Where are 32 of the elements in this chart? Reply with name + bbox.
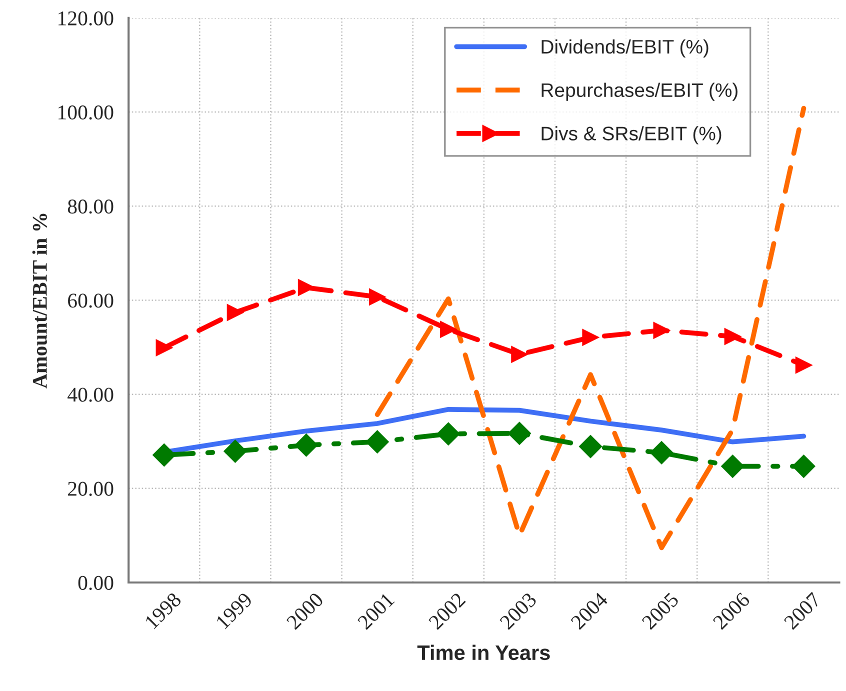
x-axis-title: Time in Years — [417, 644, 550, 660]
legend-label: Dividends/EBIT (%) — [542, 39, 708, 58]
y-axis-title: Amount/EBIT in % — [32, 214, 47, 388]
point — [579, 435, 602, 458]
point — [224, 440, 247, 463]
point — [508, 422, 531, 445]
legend-label: Repurchases/EBIT (%) — [542, 82, 738, 101]
point — [653, 322, 670, 339]
y-tick-label: 80.00 — [68, 200, 114, 214]
point — [440, 321, 457, 338]
point — [511, 346, 528, 363]
point — [721, 454, 744, 478]
y-tick-label: 40.00 — [68, 388, 114, 402]
y-tick-label: 100.00 — [58, 105, 114, 120]
legend-label: Divs & SRs/EBIT (%) — [542, 126, 722, 144]
point — [650, 441, 674, 464]
y-tick-label: 120.00 — [58, 11, 114, 26]
point — [368, 288, 386, 306]
point — [294, 434, 318, 457]
y-tick-label: 0.00 — [78, 576, 114, 590]
point — [582, 329, 599, 346]
point — [152, 444, 176, 467]
point — [724, 328, 741, 345]
y-tick-label: 20.00 — [68, 482, 114, 496]
point — [366, 430, 389, 454]
y-tick-label: 60.00 — [68, 294, 114, 308]
point — [226, 304, 244, 321]
point — [795, 356, 812, 374]
line-series — [374, 106, 806, 550]
point — [156, 339, 172, 356]
point — [792, 454, 816, 478]
point — [436, 422, 460, 446]
